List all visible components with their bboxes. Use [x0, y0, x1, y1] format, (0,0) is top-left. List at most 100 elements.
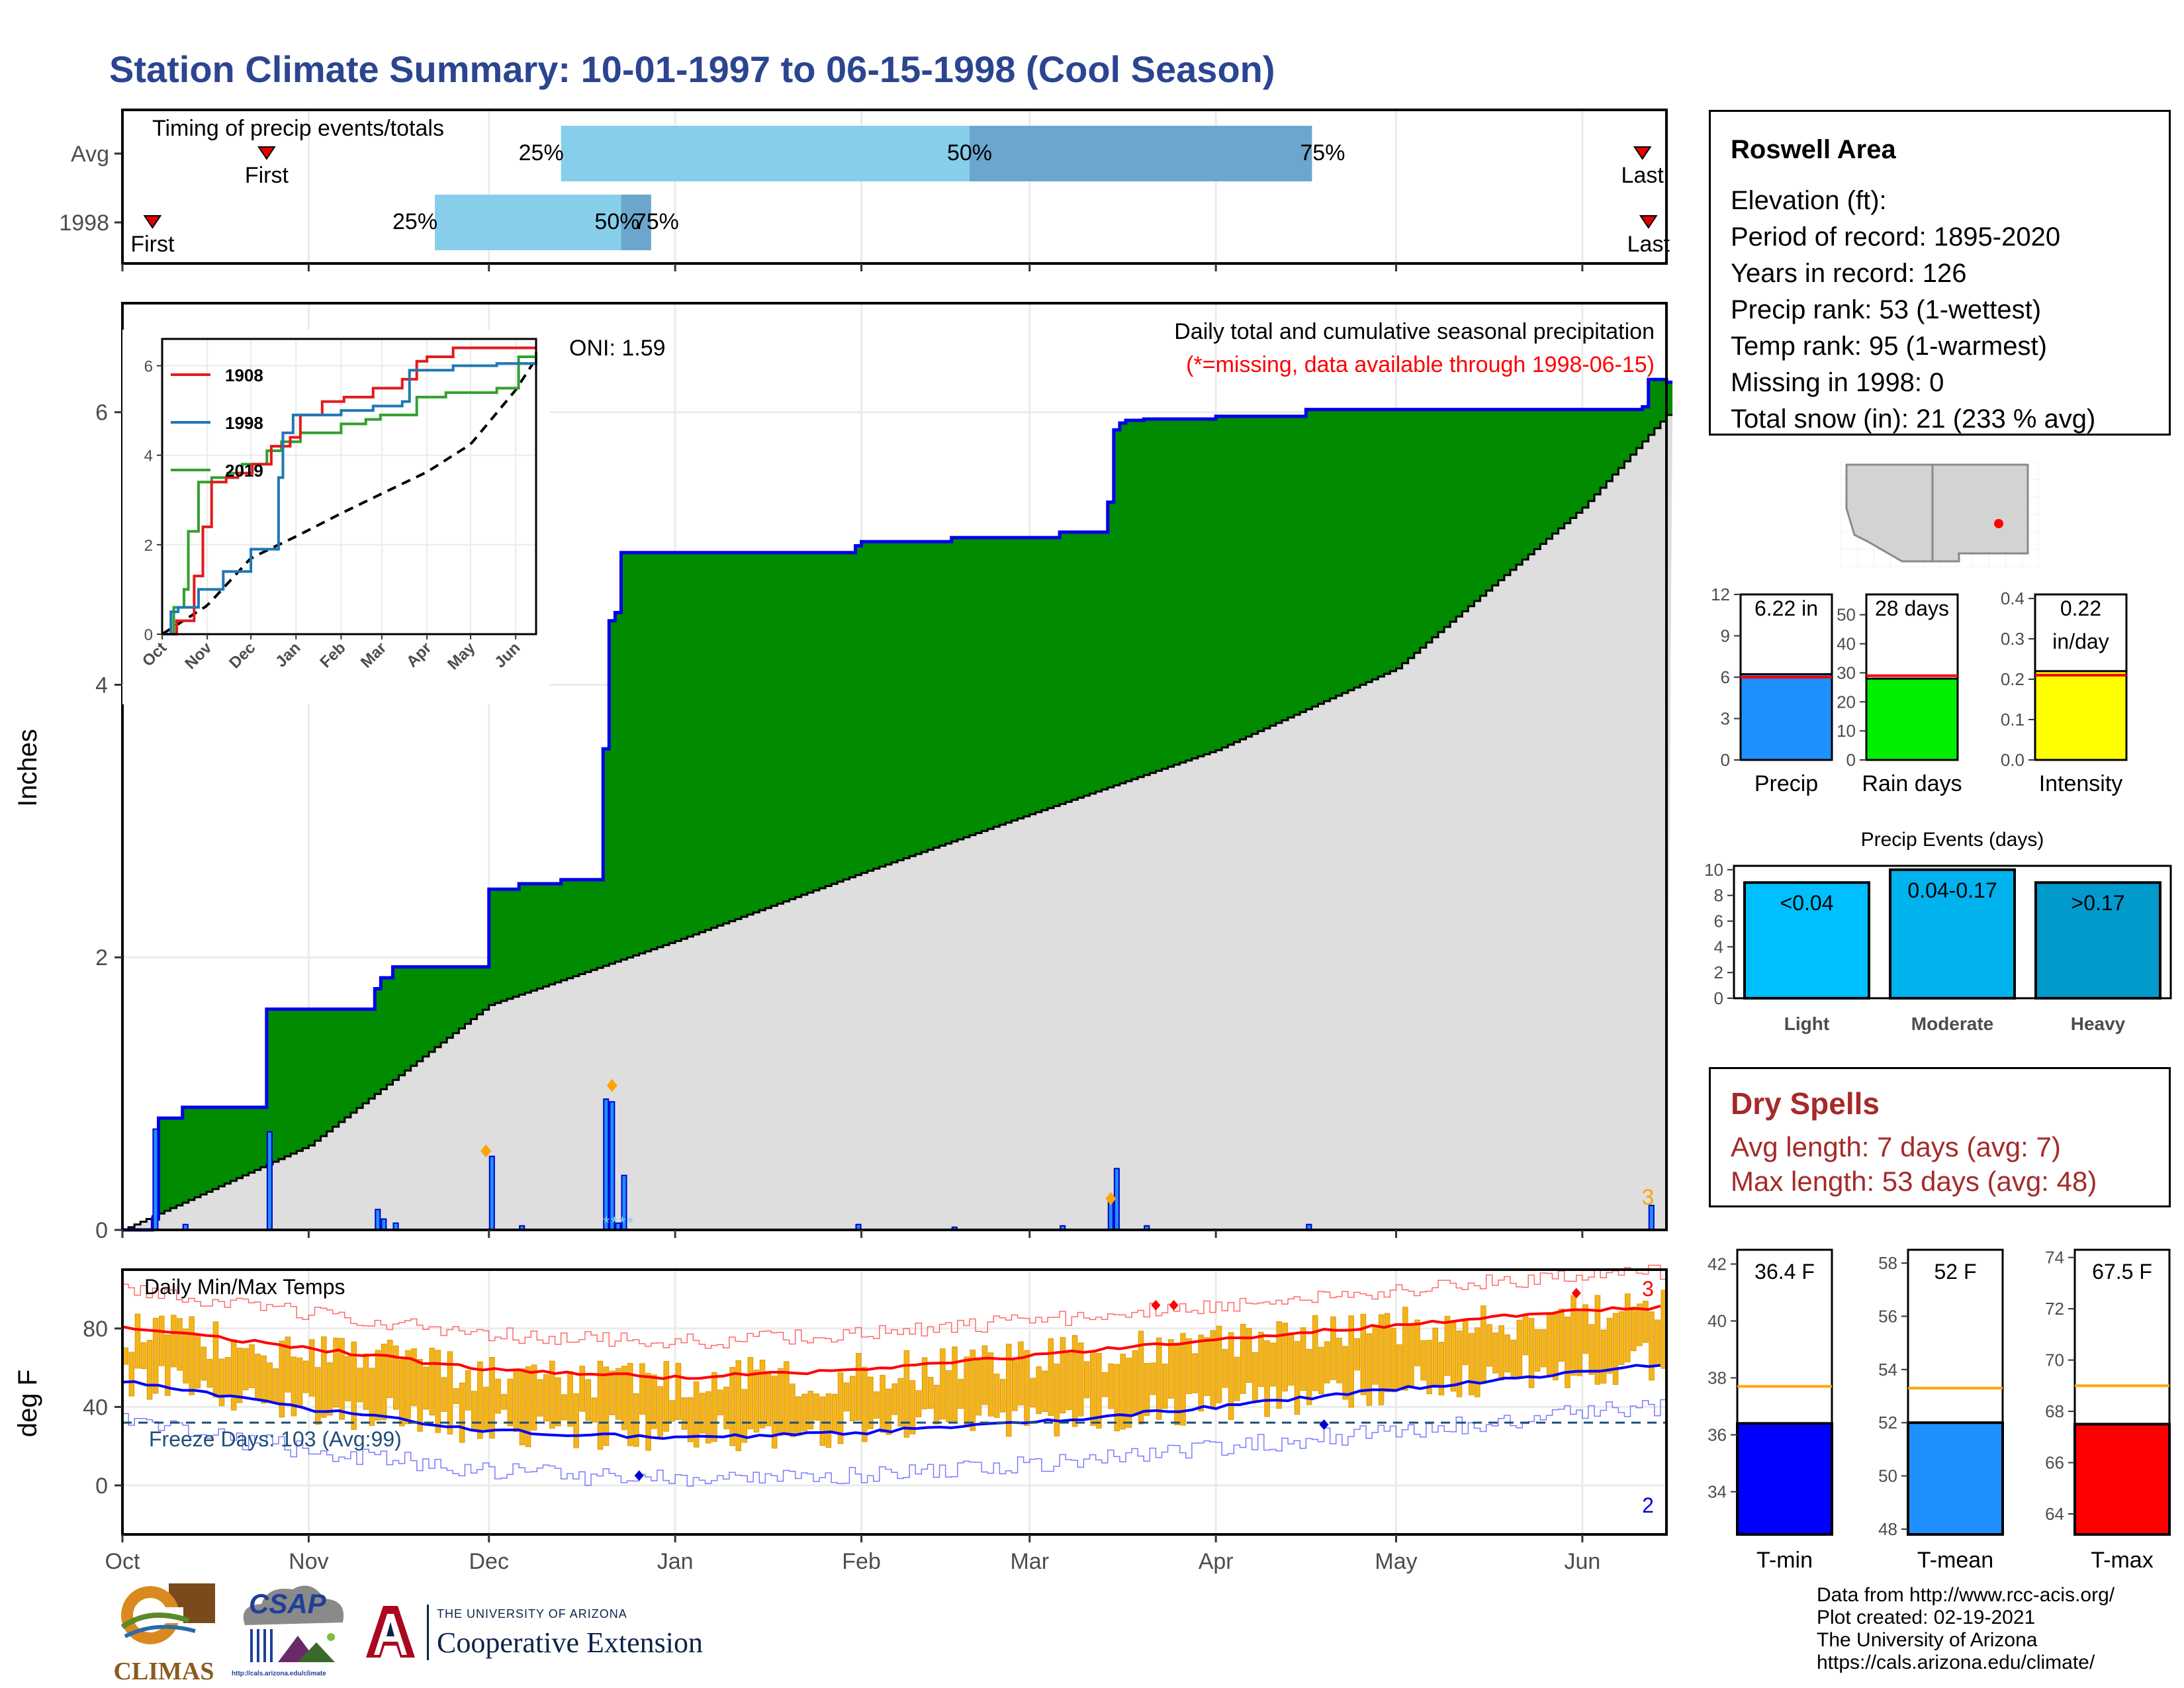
temp-daily-range-bar	[519, 1368, 525, 1446]
temp-daily-range-bar	[357, 1368, 363, 1403]
temp-daily-range-bar	[1030, 1378, 1036, 1408]
inset-legend-label: 2019	[225, 461, 263, 481]
temp-daily-range-bar	[1156, 1337, 1162, 1420]
temp-daily-range-bar	[1402, 1307, 1408, 1391]
events-y-tick-label: 8	[1714, 886, 1723, 906]
temp-daily-range-bar	[177, 1318, 183, 1371]
temp-daily-range-bar	[1246, 1328, 1252, 1383]
temp-daily-range-bar	[657, 1386, 664, 1437]
ua-extension-logo: THE UNIVERSITY OF ARIZONA Cooperative Ex…	[361, 1602, 745, 1668]
ua-block-a-icon	[366, 1606, 415, 1658]
inset-y-tick-label: 0	[144, 626, 153, 644]
temp-y-tick-label: 0	[95, 1474, 108, 1499]
temp-daily-range-bar	[1276, 1321, 1283, 1409]
temp-daily-range-bar	[729, 1367, 735, 1446]
temp-summary-y-tick-label: 54	[1878, 1360, 1897, 1380]
temp-daily-range-bar	[1510, 1339, 1517, 1378]
temp-record-low-line	[122, 1399, 1666, 1487]
temp-daily-range-bar	[1342, 1346, 1348, 1400]
temp-daily-range-bar	[1318, 1346, 1324, 1395]
temp-daily-range-bar	[1546, 1313, 1553, 1376]
summary-y-tick-label: 0	[1846, 750, 1856, 770]
temp-daily-range-bar	[230, 1339, 237, 1411]
temp-daily-range-bar	[837, 1372, 844, 1444]
temp-daily-range-bar	[501, 1393, 507, 1410]
temp-daily-range-bar	[1438, 1342, 1445, 1395]
footer-created: Plot created: 02-19-2021	[1817, 1607, 2036, 1628]
temp-daily-range-bar	[958, 1379, 964, 1409]
summary-y-tick-label: 6	[1721, 667, 1730, 687]
timing-box-lower	[435, 195, 621, 250]
temp-daily-range-bar	[669, 1399, 676, 1422]
temp-summary-y-tick-label: 74	[2045, 1248, 2064, 1268]
temp-daily-range-bar	[1540, 1329, 1547, 1368]
summary-y-tick-label: 9	[1721, 626, 1730, 646]
temp-record-high-marker	[1571, 1288, 1581, 1299]
csap-cloud-icon	[243, 1585, 344, 1665]
summary-y-tick-label: 0.4	[2001, 588, 2025, 608]
temp-daily-range-bar	[1498, 1325, 1504, 1381]
temp-summary-y-tick-label: 66	[2045, 1453, 2064, 1473]
temp-daily-range-bar	[1090, 1350, 1096, 1427]
temp-daily-range-bar	[1077, 1342, 1084, 1417]
temp-daily-range-bar	[1258, 1332, 1264, 1387]
precip-snow-marker	[1105, 1192, 1116, 1205]
precip-daily-bar	[152, 1128, 159, 1231]
temp-daily-range-bar	[999, 1379, 1006, 1413]
temp-daily-range-bar	[447, 1351, 453, 1434]
temp-daily-range-bar	[1126, 1358, 1132, 1428]
temp-summary-bar-t-mean	[1907, 1421, 2004, 1536]
temp-summary-value: 36.4 F	[1754, 1260, 1815, 1284]
temp-summary-label: T-mean	[1917, 1548, 1993, 1573]
summary-y-tick-label: 3	[1721, 709, 1730, 729]
temp-daily-range-bar	[1624, 1293, 1631, 1362]
summary-y-tick-label: 30	[1837, 663, 1856, 682]
temp-daily-range-bar	[1631, 1306, 1637, 1352]
precip-corner-count: 3	[1642, 1185, 1655, 1210]
temp-daily-range-bar	[212, 1321, 219, 1398]
climas-emblem-icon	[120, 1583, 215, 1644]
temp-daily-range-bar	[189, 1316, 195, 1395]
temp-summary-y-tick-label: 70	[2045, 1350, 2064, 1370]
temp-daily-range-bar	[1570, 1295, 1576, 1376]
temp-daily-range-bar	[627, 1363, 633, 1446]
temp-daily-range-bar	[597, 1360, 604, 1450]
summary-y-tick-label: 20	[1837, 692, 1856, 712]
temp-daily-range-bar	[1018, 1341, 1024, 1406]
temp-daily-range-bar	[171, 1315, 177, 1368]
temp-daily-range-bar	[525, 1366, 531, 1448]
month-axis-label: Feb	[842, 1549, 881, 1574]
events-y-tick-label: 6	[1714, 911, 1723, 931]
temp-daily-range-bar	[645, 1373, 651, 1451]
precip-average-area	[122, 414, 1673, 1231]
temp-daily-range-bar	[513, 1368, 520, 1432]
temp-daily-range-bar	[1071, 1335, 1078, 1427]
temp-daily-range-bar	[477, 1361, 483, 1439]
inset-legend-label: 1998	[225, 413, 263, 433]
temp-record-low-marker	[1319, 1419, 1329, 1430]
precip-cumulative-line	[122, 377, 1673, 1232]
timing-p50-label: 50%	[594, 209, 639, 234]
temp-daily-range-bar	[897, 1378, 904, 1427]
events-bar-heavy	[2034, 881, 2161, 1000]
temp-daily-range-bar	[681, 1397, 688, 1430]
precip-daily-bar	[603, 1098, 610, 1231]
temp-summary-y-tick-label: 42	[1707, 1254, 1727, 1274]
station-precip-rank: Precip rank: 53 (1-wettest)	[1731, 295, 2042, 324]
temp-daily-range-bar	[1054, 1363, 1060, 1436]
temp-daily-range-bar	[1528, 1317, 1535, 1388]
precip-missing-star: *	[619, 1213, 625, 1233]
temp-daily-range-bar	[489, 1357, 495, 1439]
temp-daily-range-bar	[717, 1389, 723, 1416]
station-info-box: Roswell Area Elevation (ft): Period of r…	[1709, 110, 2171, 436]
temp-daily-range-bar	[1288, 1333, 1295, 1386]
temp-summary-label: T-max	[2091, 1548, 2153, 1573]
temp-daily-range-bar	[993, 1374, 1000, 1418]
temp-daily-range-bar	[1192, 1353, 1198, 1393]
temp-daily-range-bar	[1637, 1303, 1643, 1346]
temp-daily-range-bar	[711, 1372, 717, 1442]
temp-daily-range-bar	[531, 1364, 537, 1430]
timing-p50-label: 50%	[947, 140, 992, 165]
station-elevation: Elevation (ft):	[1731, 186, 1887, 215]
temp-daily-range-bar	[417, 1358, 423, 1432]
